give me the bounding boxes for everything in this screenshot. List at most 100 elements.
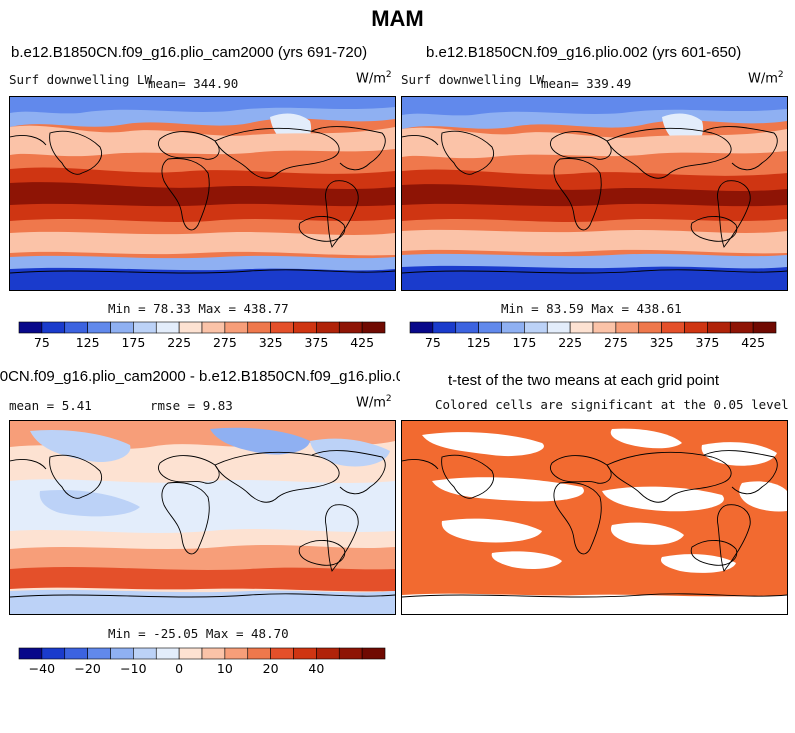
colorbar-bin	[270, 647, 294, 660]
panel2-units-text: W/m	[748, 71, 778, 87]
panel3-rmse-value: 9.83	[202, 398, 233, 413]
colorbar-bin	[247, 321, 271, 334]
panel2-coast-asia	[606, 127, 732, 179]
colorbar-bin	[684, 321, 708, 334]
panel2-colorbar-svg: 75 125 175 225 275 325 375 425	[409, 321, 777, 350]
panel1-coast-namerica	[10, 130, 102, 175]
panel4-title: t-test of the two means at each grid poi…	[448, 372, 719, 389]
colorbar-tick-label: 75	[425, 335, 441, 350]
colorbar-bin	[478, 321, 502, 334]
panel4-blank-8	[610, 522, 684, 545]
panel3-max-value: 48.70	[251, 626, 289, 641]
panel3-map-svg	[10, 421, 395, 614]
colorbar-tick-label: 275	[604, 335, 628, 350]
panel4-blank-10	[660, 554, 736, 573]
panel4-coast-samerica	[717, 504, 751, 572]
panel4-blank-7	[441, 518, 542, 543]
panel3-units-text: W/m	[356, 395, 386, 411]
panel2-coast-africa	[553, 158, 602, 231]
panel3-min-label: Min =	[108, 626, 146, 641]
panel1-units-sup: 2	[385, 70, 392, 80]
panel3-rmse: rmse = 9.83	[150, 398, 233, 413]
panel3-field-south-hot	[10, 567, 395, 592]
panel4-coast-namerica	[402, 454, 494, 499]
colorbar-bin	[338, 321, 363, 334]
colorbar-bin	[752, 321, 777, 334]
panel2-min-value: 83.59	[546, 301, 584, 316]
panel3-colorbar-svg: −40 −20 −10 0 10 20 40	[18, 647, 386, 676]
figure-title: MAM	[371, 6, 424, 31]
panel4-map	[401, 420, 788, 615]
colorbar-tick-label: 175	[121, 335, 145, 350]
panel1-field-arctic-cold	[10, 97, 395, 114]
colorbar-bin	[247, 647, 271, 660]
panel4-blank-6	[739, 481, 787, 512]
panel4-blank-11	[402, 593, 787, 614]
colorbar-bin	[316, 321, 340, 334]
panel3-coast-antarctica	[10, 593, 395, 598]
panel2-units: W/m2	[748, 70, 784, 86]
colorbar-tick-label: −20	[74, 661, 100, 676]
panel3-mean: mean = 5.41	[9, 398, 92, 413]
panel2-max-label: Max =	[591, 301, 629, 316]
colorbar-bin	[178, 321, 203, 334]
colorbar-bin	[293, 321, 317, 334]
panel4-blank-4	[432, 477, 584, 502]
colorbar-tick-label: 275	[213, 335, 237, 350]
panel2-coast-antarctica	[402, 269, 787, 274]
panel3-field-cool-trop	[39, 489, 140, 517]
colorbar-bin	[178, 647, 203, 660]
panel2-coast-europe	[549, 131, 612, 160]
colorbar-bin	[201, 647, 226, 660]
colorbar-bin	[409, 321, 434, 334]
colorbar-tick-label: 125	[76, 335, 100, 350]
panel3-coast-samerica	[325, 504, 359, 572]
panel2-mean-label: mean=	[541, 76, 579, 91]
panel1-map	[9, 96, 396, 291]
colorbar-bin	[455, 321, 479, 334]
panel4-insignificant-cells	[402, 428, 787, 614]
panel3-title-clip: b.e12.B1850CN.f09_g16.plio_cam2000 - b.e…	[0, 368, 400, 385]
panel4-blank-9	[491, 551, 562, 569]
colorbar-bin	[64, 321, 88, 334]
panel1-mean-label: mean=	[148, 76, 186, 91]
panel4-blank-5	[602, 486, 724, 512]
panel3-units-sup: 2	[385, 394, 392, 404]
colorbar-tick-label: 375	[695, 335, 719, 350]
panel2-field-antarctic	[402, 265, 787, 290]
panel3-coast-europe	[157, 455, 220, 484]
panel1-min-value: 78.33	[153, 301, 191, 316]
colorbar-bin	[224, 321, 249, 334]
colorbar-tick-label: 225	[167, 335, 191, 350]
colorbar-bin	[361, 647, 386, 660]
panel1-field-warmpool	[10, 182, 395, 207]
colorbar-tick-label: 425	[741, 335, 765, 350]
colorbar-tick-label: 40	[308, 661, 324, 676]
panel3-mean-label: mean =	[9, 398, 55, 413]
panel1-coast-asia	[214, 127, 340, 179]
colorbar-tick-label: 225	[558, 335, 582, 350]
panel3-coastlines	[10, 450, 395, 598]
panel2-min-label: Min =	[501, 301, 539, 316]
colorbar-tick-label: 0	[175, 661, 183, 676]
panel1-map-svg	[10, 97, 395, 290]
panel1-max-label: Max =	[198, 301, 236, 316]
panel2-field-warmpool	[402, 184, 787, 207]
colorbar-bin	[224, 647, 249, 660]
panel4-coast-asia	[606, 451, 732, 503]
colorbar-bin	[87, 647, 111, 660]
colorbar-bin	[133, 647, 157, 660]
colorbar-tick-label: −10	[120, 661, 146, 676]
panel2-max-value: 438.61	[636, 301, 682, 316]
panel2-coast-samerica	[717, 180, 751, 248]
panel3-field-antarctic	[10, 589, 395, 614]
panel2-field-arctic-cold	[402, 97, 787, 116]
panel4-blank-1	[422, 432, 544, 457]
panel1-field	[10, 97, 395, 290]
colorbar-tick-label: 20	[263, 661, 279, 676]
colorbar-bin	[41, 647, 66, 660]
colorbar-bin	[201, 321, 226, 334]
panel2-coastlines	[402, 126, 787, 274]
colorbar-bin	[64, 647, 88, 660]
colorbar-bin	[18, 321, 43, 334]
